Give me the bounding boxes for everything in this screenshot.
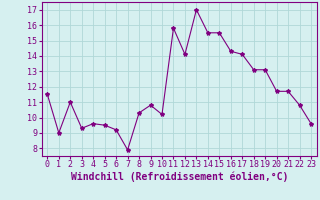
X-axis label: Windchill (Refroidissement éolien,°C): Windchill (Refroidissement éolien,°C) xyxy=(70,172,288,182)
